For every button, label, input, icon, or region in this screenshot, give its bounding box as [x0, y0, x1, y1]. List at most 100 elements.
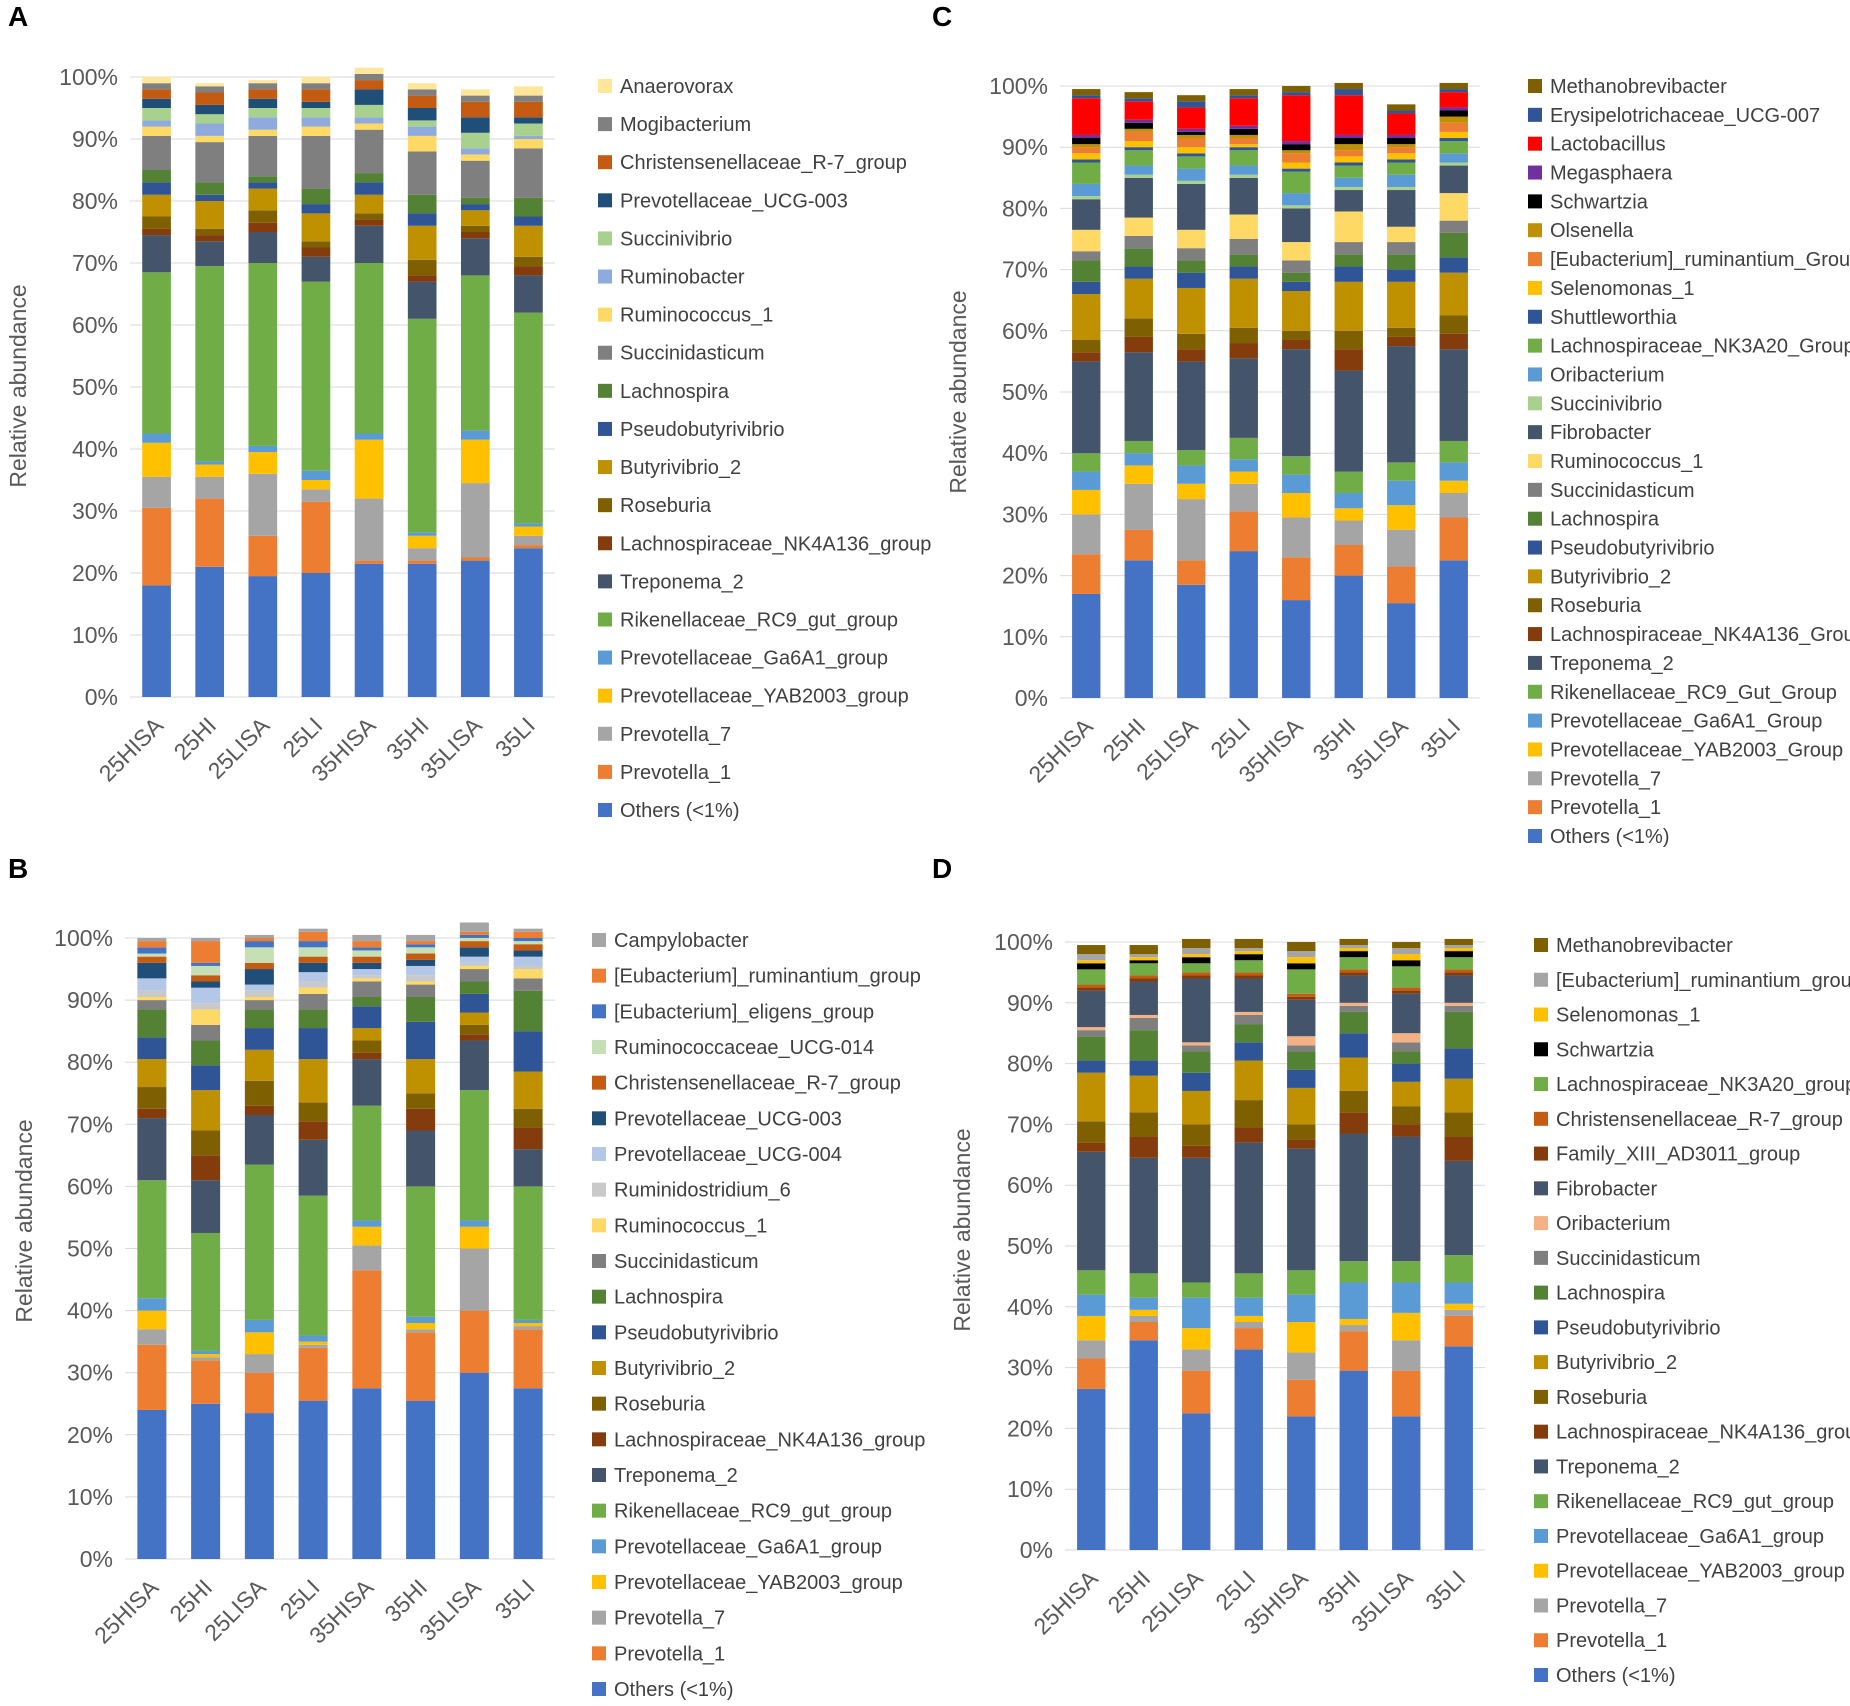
panel-d-bar-segment [1077, 990, 1106, 1028]
panel-c-legend-label: Lachnospiraceae_NK4A136_Group [1550, 624, 1850, 646]
panel-d-legend-swatch [1534, 1668, 1548, 1682]
panel-c-legend-swatch [1528, 252, 1542, 267]
panel-d-bar-segment [1129, 1060, 1158, 1076]
panel-c-bar-segment [1387, 113, 1416, 135]
panel-c-legend-label: Methanobrevibacter [1550, 76, 1727, 98]
panel-d-bar-segment [1129, 978, 1158, 982]
panel-c-legend-label: Oribacterium [1550, 364, 1664, 386]
panel-b-bar-segment [244, 1354, 274, 1373]
panel-d-y-tick-label: 20% [1007, 1415, 1053, 1441]
panel-b-bar-segment [459, 938, 489, 942]
panel-b-legend-swatch [592, 1075, 606, 1090]
panel-c-bar-segment [1439, 131, 1468, 139]
panel-d-bar-segment [1077, 984, 1106, 988]
panel-c-bar-segment [1124, 177, 1153, 218]
panel-c-bar-segment [1439, 107, 1468, 111]
panel-a-bar-segment [301, 489, 331, 502]
panel-c-bar-segment [1072, 229, 1101, 252]
panel-d-bar-segment [1129, 975, 1158, 979]
panel-d-bar-segment [1077, 1142, 1106, 1152]
panel-c-legend-swatch [1528, 223, 1542, 238]
panel-a-bar-segment [460, 148, 490, 155]
panel-b-bar-segment [137, 938, 167, 942]
panel-c-bar-segment [1334, 134, 1363, 139]
panel-b-bar-segment [352, 962, 382, 970]
panel-b-bar-segment [191, 1009, 221, 1025]
panel-b-bar-segment [406, 953, 436, 960]
panel-a-bar-segment [195, 123, 225, 136]
panel-b-bar-segment [298, 1195, 328, 1336]
panel-a-bar-segment [460, 430, 490, 440]
panel-c-legend-label: Treponema_2 [1550, 653, 1674, 675]
panel-d-legend-swatch [1534, 1563, 1548, 1578]
panel-b-bar-segment [352, 1226, 382, 1246]
panel-b-bar-segment [191, 1130, 221, 1156]
panel-b-bar-segment [191, 1403, 221, 1559]
panel-d-legend-swatch [1534, 1042, 1548, 1057]
panel-c-bar-segment [1229, 471, 1258, 484]
panel-c-bar-segment [1124, 119, 1153, 123]
panel-c-bar-segment [1334, 349, 1363, 371]
panel-a-legend-label: Lachnospiraceae_NK4A136_group [620, 533, 931, 555]
panel-a-bar-segment [301, 117, 331, 127]
panel-c-y-axis-label: Relative abundance [945, 290, 971, 493]
panel-a-bar-segment [142, 507, 171, 586]
panel-c-bar-segment [1387, 505, 1416, 530]
panel-b-bar-segment [513, 1031, 543, 1072]
panel-d-y-tick-label: 80% [1007, 1051, 1053, 1077]
panel-d-legend-label: Christensenellaceae_R-7_group [1556, 1109, 1843, 1131]
panel-c-bar-segment [1334, 186, 1363, 191]
panel-a-bar-segment [514, 139, 543, 149]
panel-c-bar-segment [1334, 266, 1363, 282]
panel-c-bar-segment [1072, 196, 1101, 200]
panel-b-bar-segment [191, 1090, 221, 1131]
panel-b-bar-segment [137, 1037, 167, 1060]
panel-d-legend-swatch [1534, 1111, 1548, 1126]
panel-d-bar-segment [1182, 948, 1211, 955]
panel-b-legend-label: Prevotellaceae_Ga6A1_group [614, 1536, 882, 1558]
panel-a: A Relative abundance 0% 10% 20% 30% 40% 50% 60… [5, 1, 931, 822]
panel-c-legend: Methanobrevibacter Erysipelotrichaceae_UC… [1528, 76, 1850, 848]
panel-d-legend-swatch [1534, 1216, 1548, 1231]
panel-b-bar-segment [298, 1344, 328, 1348]
panel-b-legend-label: Butyrivibrio_2 [614, 1358, 735, 1380]
panel-c-legend-swatch [1528, 280, 1542, 295]
panel-c-bar-segment [1334, 492, 1363, 509]
panel-d-bar-segment [1339, 972, 1368, 976]
panel-b-y-tick-label: 80% [67, 1049, 113, 1075]
panel-c-legend-label: Olsenella [1550, 220, 1634, 242]
panel-d-bar-segment [1077, 1294, 1106, 1316]
panel-d-legend-swatch [1534, 972, 1548, 987]
panel-c-bar-segment [1177, 272, 1206, 288]
panel-c-legend-swatch [1528, 165, 1542, 180]
panel-d-bar-segment [1444, 957, 1473, 970]
panel-c-bar-segment [1282, 349, 1311, 457]
panel-d-y-tick-label: 10% [1007, 1476, 1053, 1502]
panel-b-legend-swatch [592, 1468, 606, 1482]
panel-d-bar-segment [1287, 957, 1316, 964]
panel-b-bar-segment [513, 1186, 543, 1320]
panel-b-bar-segment [244, 990, 274, 997]
panel-c-bar-segment [1124, 336, 1153, 353]
panel-c-bar-segment [1282, 242, 1311, 261]
panel-a-bar-segment [248, 98, 278, 108]
panel-d-legend-label: [Eubacterium]_ruminantium_group [1556, 970, 1850, 992]
panel-a-bar-segment [407, 532, 437, 536]
panel-c-bar-segment [1177, 138, 1206, 148]
panel-b-bar-segment [298, 1009, 328, 1029]
panel-d-bar-segment [1234, 1127, 1263, 1143]
panel-a-bar-segment [195, 464, 225, 477]
panel-a-bar-segment [514, 523, 543, 527]
panel-c-legend-label: Ruminococcus_1 [1550, 451, 1703, 473]
panel-a-bar-segment [195, 182, 225, 195]
panel-d-bar-segment [1392, 1282, 1421, 1313]
panel-c-bar-segment [1229, 138, 1258, 145]
panel-b-bar-segment [191, 1003, 221, 1010]
panel-c-bar-segment [1072, 471, 1101, 490]
panel-a-bar-segment [407, 225, 437, 260]
panel-b-bar-segment [137, 1409, 167, 1559]
panel-d-y-tick-label: 50% [1007, 1233, 1053, 1259]
panel-c-bar-segment [1282, 92, 1311, 96]
panel-d-bar-segment [1182, 1051, 1211, 1073]
panel-b-bar-segment [513, 938, 543, 942]
